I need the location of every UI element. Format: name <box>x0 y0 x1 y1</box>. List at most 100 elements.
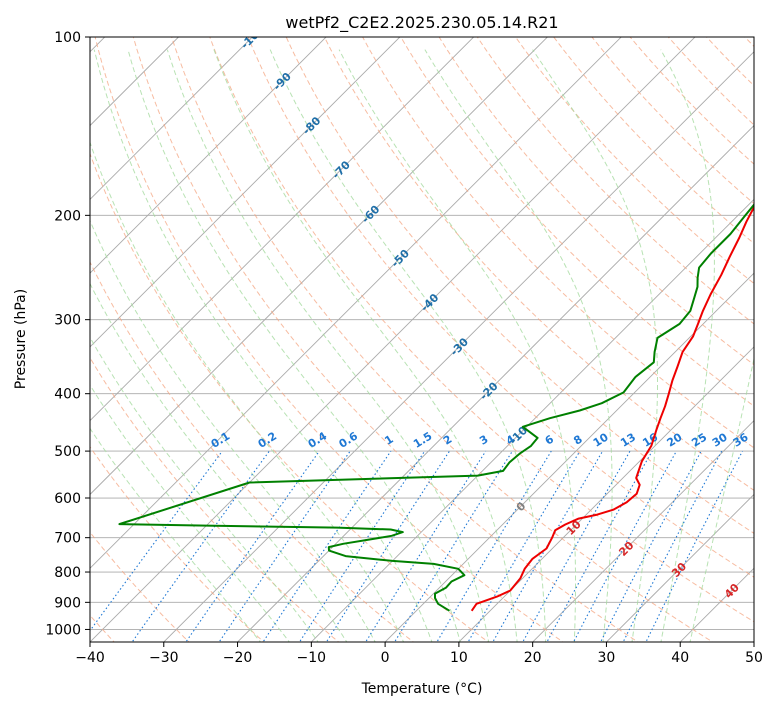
isotherm-line <box>90 37 401 348</box>
isotherm-line <box>90 37 696 642</box>
dry-adiabat-line <box>94 37 564 642</box>
dry-adiabat-line <box>132 37 639 642</box>
dry-adiabat-line <box>770 24 775 645</box>
y-tick-label: 300 <box>54 313 81 329</box>
isotherm-label: -30 <box>448 335 471 358</box>
moist-adiabat-line <box>166 49 490 642</box>
temperature-profile-line <box>470 205 754 612</box>
moist-adiabat-line <box>689 356 754 642</box>
isotherm-line <box>310 198 754 642</box>
y-tick-label: 1000 <box>45 622 81 638</box>
moist-adiabat-line <box>213 49 518 642</box>
mixing-ratio-label: 6 <box>543 432 557 447</box>
mixing-ratio-label: 2 <box>441 433 454 448</box>
isotherm-label: -50 <box>389 247 412 270</box>
moist-adiabat-line <box>127 49 461 642</box>
mixing-ratio-line <box>599 450 702 642</box>
y-tick-label: 600 <box>54 491 81 507</box>
mixing-ratio-line <box>365 450 487 642</box>
y-tick-label: 900 <box>54 595 81 611</box>
dry-adiabat-line <box>90 356 340 642</box>
mixing-ratio-line <box>90 450 223 632</box>
moist-adiabat-line <box>90 427 262 642</box>
mixing-ratio-label: 0.4 <box>306 429 330 451</box>
isotherm-line <box>753 641 754 642</box>
mixing-ratio-label: 0.6 <box>337 429 361 451</box>
mixing-ratio-label: 0.2 <box>256 429 279 450</box>
moist-adiabat-line <box>90 140 405 642</box>
isotherm-label: -20 <box>477 379 500 402</box>
dry-adiabat-line <box>323 37 754 491</box>
isotherm-label: 30 <box>669 560 689 580</box>
isotherm-label: -60 <box>359 202 382 225</box>
x-axis-label: Temperature (°C) <box>361 681 483 697</box>
mixing-ratio-line <box>467 450 581 642</box>
moist-adiabat-line <box>90 282 348 642</box>
isotherm-line <box>90 37 622 569</box>
x-tick-label: 40 <box>671 650 689 666</box>
dry-adiabat-line <box>90 446 265 642</box>
mixing-ratio-label: 0.1 <box>209 429 232 450</box>
mixing-ratio-label: 1 <box>382 433 395 448</box>
mixing-ratio-label: 13 <box>618 431 638 450</box>
moist-adiabat-line <box>424 49 613 642</box>
isotherm-label: 0 <box>514 499 529 514</box>
moist-adiabat-line <box>660 49 715 642</box>
dry-adiabat-line <box>171 37 714 642</box>
mixing-ratio-line <box>645 450 743 642</box>
dry-adiabat-line <box>209 37 754 623</box>
y-tick-label: 400 <box>54 387 81 403</box>
x-tick-label: −40 <box>75 650 105 666</box>
moist-adiabat-line <box>269 49 547 642</box>
x-tick-label: 30 <box>598 650 616 666</box>
mixing-ratio-line <box>622 450 723 642</box>
isotherm-line <box>236 124 754 642</box>
dry-adiabat-line <box>400 37 754 407</box>
dry-adiabat-line <box>667 37 754 126</box>
mixing-ratio-line <box>131 450 270 642</box>
dry-adiabat-line <box>285 37 754 534</box>
x-tick-label: 20 <box>524 650 542 666</box>
dry-adiabat-line <box>247 37 754 578</box>
dry-adiabat-line <box>90 152 490 642</box>
mixing-ratio-label: 3 <box>477 433 490 448</box>
x-tick-label: −20 <box>223 650 253 666</box>
chart-title: wetPf2_C2E2.2025.230.05.14.R21 <box>285 13 558 33</box>
isotherm-line <box>532 420 754 642</box>
moist-adiabat-line <box>90 384 291 642</box>
mixing-ratio-label: 1.5 <box>411 429 434 450</box>
mixing-ratio-line <box>572 450 677 642</box>
isotherm-line <box>90 37 549 496</box>
dry-adiabat-line <box>90 260 415 642</box>
x-tick-label: −30 <box>149 650 179 666</box>
mixing-ratio-line <box>262 450 392 642</box>
moist-adiabat-line <box>93 49 433 642</box>
dry-adiabat-line <box>90 531 190 642</box>
mixing-ratio-line <box>185 450 320 642</box>
dewpoint-profile-line <box>118 203 754 612</box>
moist-adiabat-line <box>338 49 576 642</box>
isotherm-line <box>90 37 475 422</box>
y-tick-label: 800 <box>54 565 81 581</box>
y-tick-label: 500 <box>54 444 81 460</box>
plot-frame <box>89 36 755 643</box>
mixing-ratio-line <box>218 450 351 642</box>
isotherm-line <box>90 37 253 200</box>
isotherm-label: 40 <box>722 581 742 601</box>
x-tick-label: 50 <box>745 650 763 666</box>
isotherm-line <box>163 51 754 642</box>
isotherm-line <box>605 493 754 642</box>
mixing-ratio-label: 8 <box>571 433 584 448</box>
axis-ticks: −40 −30 −20 −10 0 10 20 30 40 5010009008007006005… <box>45 30 763 666</box>
mixing-ratio-label: 30 <box>710 430 730 449</box>
y-axis-label: Pressure (hPa) <box>13 289 29 389</box>
isotherm-label: -90 <box>271 70 294 93</box>
dry-adiabat-line <box>705 37 754 87</box>
moist-adiabat-line <box>532 49 658 642</box>
y-tick-label: 700 <box>54 531 81 547</box>
x-tick-label: −10 <box>297 650 327 666</box>
y-tick-label: 200 <box>54 208 81 224</box>
x-tick-label: 0 <box>381 650 390 666</box>
dry-adiabat-line <box>438 37 754 366</box>
